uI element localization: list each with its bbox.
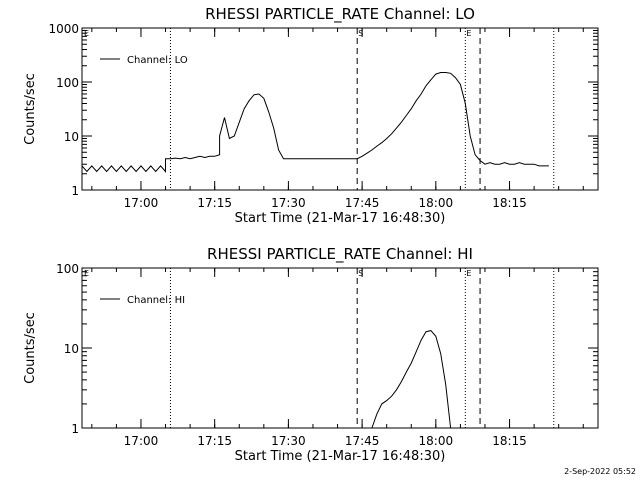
y-tick-label: 1000	[48, 22, 79, 36]
x-tick-label: 17:15	[197, 196, 232, 210]
y-axis-label: Counts/sec	[23, 73, 38, 145]
footer-timestamp: 2-Sep-2022 05:52	[564, 467, 636, 476]
x-tick-label: 17:00	[124, 196, 159, 210]
x-tick-label: 18:15	[492, 196, 527, 210]
x-tick-label: 17:45	[345, 196, 380, 210]
y-tick-label: 10	[64, 342, 79, 356]
legend-label: Channel: LO	[127, 55, 188, 66]
y-tick-label: 10	[64, 130, 79, 144]
y-tick-label: 100	[56, 262, 79, 276]
series-line	[81, 72, 549, 173]
event-marker-label: E	[84, 29, 89, 38]
y-tick-label: 1	[71, 422, 79, 436]
x-tick-label: 17:00	[124, 434, 159, 448]
x-tick-label: 18:00	[419, 196, 454, 210]
event-marker-label: S	[358, 29, 363, 38]
event-marker-label: E	[84, 269, 89, 278]
x-axis-label: Start Time (21-Mar-17 16:48:30)	[235, 211, 446, 226]
chart-title: RHESSI PARTICLE_RATE Channel: LO	[205, 5, 475, 24]
x-axis-label: Start Time (21-Mar-17 16:48:30)	[235, 449, 446, 464]
legend-label: Channel: HI	[127, 295, 185, 306]
y-tick-label: 100	[56, 76, 79, 90]
x-tick-label: 18:00	[419, 434, 454, 448]
x-tick-label: 17:30	[271, 196, 306, 210]
plot-frame	[81, 27, 599, 191]
chart-title: RHESSI PARTICLE_RATE Channel: HI	[207, 245, 473, 264]
event-marker-label: S	[358, 269, 363, 278]
plot-frame	[81, 267, 599, 429]
series-line	[371, 330, 452, 429]
y-axis-label: Counts/sec	[23, 312, 38, 384]
x-tick-label: 18:15	[492, 434, 527, 448]
x-tick-label: 17:15	[197, 434, 232, 448]
event-marker-label: E	[466, 29, 471, 38]
event-marker-label: E	[466, 269, 471, 278]
x-tick-label: 17:45	[345, 434, 380, 448]
y-tick-label: 1	[71, 184, 79, 198]
x-tick-label: 17:30	[271, 434, 306, 448]
